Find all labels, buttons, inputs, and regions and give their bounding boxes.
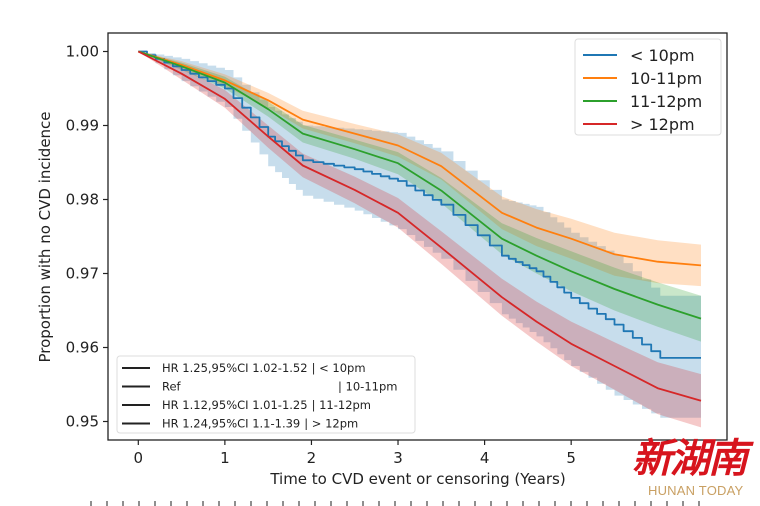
hr-legend-label: HR 1.25,95%CI 1.02-1.52 — [162, 361, 308, 375]
x-axis: 0 1 2 3 4 5 — [134, 440, 576, 467]
x-tick-label: 1 — [220, 449, 230, 467]
hr-legend-box — [116, 355, 416, 434]
hr-legend: HR 1.25,95%CI 1.02-1.52 | < 10pm Ref | 10-1… — [116, 355, 416, 434]
ci-band-10-11pm — [138, 51, 702, 287]
series-legend: < 10pm 10-11pm 11-12pm > 12pm — [574, 38, 722, 136]
curve-10pm — [138, 50, 701, 359]
legend-label-10-11pm: 10-11pm — [630, 69, 702, 88]
x-tick-label: 3 — [393, 449, 403, 467]
y-tick-label: 0.99 — [66, 117, 99, 135]
curve-11-12pm — [138, 50, 702, 320]
hr-legend-group: | 10-11pm — [338, 380, 397, 394]
survival-curves — [137, 50, 702, 402]
y-tick-label: 0.98 — [66, 191, 99, 209]
legend-label-11-12pm: 11-12pm — [630, 92, 702, 111]
hr-legend-label: Ref — [162, 380, 182, 394]
legend-label-10pm: < 10pm — [630, 46, 695, 65]
y-tick-label: 1.00 — [66, 43, 99, 61]
y-tick-label: 0.95 — [66, 413, 99, 431]
hr-legend-group: | < 10pm — [312, 361, 366, 375]
y-tick-label: 0.96 — [66, 339, 99, 357]
y-tick-label: 0.97 — [66, 265, 99, 283]
x-tick-label: 5 — [566, 449, 576, 467]
legend-label-12pm: > 12pm — [630, 115, 695, 134]
watermark-logo-chinese: 新湖南 — [632, 435, 748, 482]
ci-band-11-12pm — [138, 51, 702, 342]
y-axis-label: Proportion with no CVD incidence — [36, 111, 54, 362]
watermark-logo-english: HUNAN TODAY — [648, 483, 744, 498]
x-axis-label: Time to CVD event or censoring (Years) — [269, 470, 565, 488]
series-legend-box — [574, 38, 722, 136]
plot-frame — [107, 32, 728, 441]
curve-10-11pm — [138, 50, 702, 267]
cropped-caption-text — [90, 501, 700, 506]
x-tick-label: 4 — [480, 449, 490, 467]
x-tick-label: 0 — [134, 449, 144, 467]
hr-legend-label: HR 1.12,95%CI 1.01-1.25 — [162, 398, 308, 412]
curve-12pm — [137, 50, 702, 402]
ci-band-10pm — [138, 51, 702, 418]
hr-legend-group: | > 12pm — [304, 417, 358, 431]
hr-legend-group: | 11-12pm — [312, 398, 371, 412]
y-axis: 0.95 0.96 0.97 0.98 0.99 1.00 — [66, 43, 108, 431]
x-tick-label: 2 — [307, 449, 317, 467]
hr-legend-label: HR 1.24,95%CI 1.1-1.39 — [162, 417, 300, 431]
